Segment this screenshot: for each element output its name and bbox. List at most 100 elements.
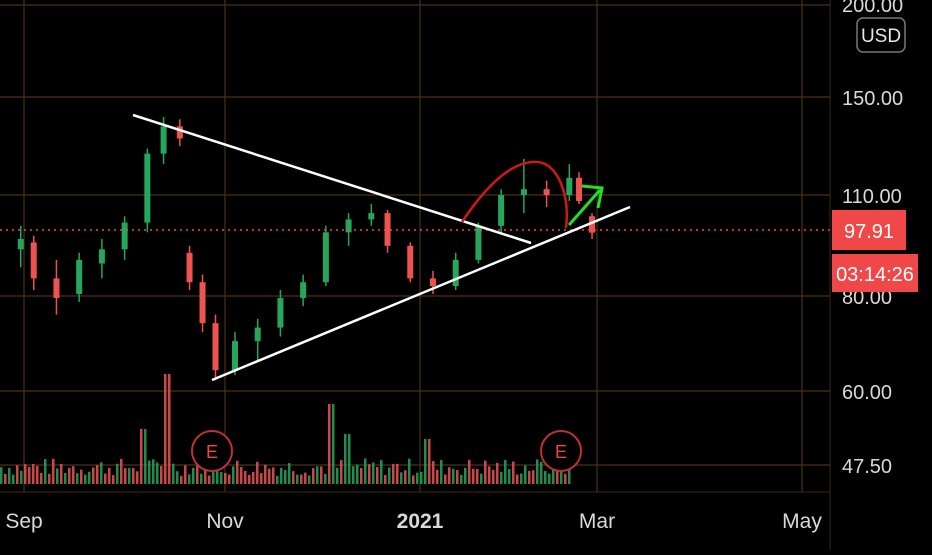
candle-body bbox=[30, 242, 37, 279]
price-tick: 200.00 bbox=[842, 0, 903, 17]
price-axis[interactable]: 200.00 150.00 110.00 80.00 60.00 47.50 bbox=[842, 0, 903, 478]
candles bbox=[17, 117, 596, 381]
volume-bar bbox=[540, 461, 543, 484]
volume-bar bbox=[384, 475, 387, 484]
volume-bar bbox=[292, 471, 295, 484]
volume-bar bbox=[456, 470, 459, 484]
volume-bar bbox=[444, 474, 447, 484]
volume-bar bbox=[440, 459, 443, 484]
volume-bar bbox=[416, 472, 419, 484]
candle-body bbox=[300, 282, 307, 298]
price-tick: 80.00 bbox=[842, 287, 892, 309]
time-axis[interactable]: Sep Nov 2021 Mar May bbox=[5, 510, 822, 533]
candle-body bbox=[475, 225, 482, 260]
volume-bar bbox=[272, 467, 275, 484]
candle-body bbox=[199, 282, 206, 324]
candle-body bbox=[543, 189, 550, 195]
volume-bar bbox=[240, 467, 243, 484]
earnings-marker-oct[interactable]: E bbox=[191, 430, 233, 472]
volume-bar bbox=[256, 461, 259, 484]
candle-body bbox=[254, 327, 261, 342]
currency-button[interactable]: USD bbox=[856, 17, 906, 53]
volume-bar bbox=[184, 465, 187, 484]
volume-bar bbox=[20, 470, 23, 484]
drawings bbox=[132, 113, 631, 382]
candle-body bbox=[17, 239, 24, 250]
volume-bar bbox=[8, 468, 11, 484]
volume-bar bbox=[484, 460, 487, 484]
volume-bar bbox=[276, 475, 279, 484]
volume-bar bbox=[76, 473, 79, 484]
volume-bar bbox=[56, 468, 59, 484]
grid bbox=[0, 0, 830, 492]
volume-bar bbox=[512, 461, 515, 484]
volume-bar bbox=[228, 474, 231, 484]
volume-bar bbox=[100, 462, 103, 484]
candle-body bbox=[576, 177, 583, 201]
volume-bar bbox=[24, 464, 27, 484]
volume-bar bbox=[48, 473, 51, 484]
volume-bar bbox=[172, 463, 175, 484]
volume-bar bbox=[556, 469, 559, 484]
volume-bar bbox=[392, 464, 395, 484]
earnings-circle bbox=[191, 430, 233, 472]
volume-bar bbox=[420, 471, 423, 484]
volume-bar bbox=[220, 471, 223, 484]
volume-bar bbox=[176, 471, 179, 484]
volume-bar bbox=[408, 458, 411, 484]
volume-bar bbox=[248, 474, 251, 484]
earnings-marker-feb[interactable]: E bbox=[540, 430, 582, 472]
volume-bar bbox=[344, 434, 347, 484]
rounded-top-arc bbox=[460, 160, 568, 229]
volume-bar bbox=[504, 460, 507, 484]
candle-body bbox=[345, 219, 352, 233]
volume-bar bbox=[72, 466, 75, 484]
volume-bar bbox=[368, 464, 371, 484]
volume-bar bbox=[352, 466, 355, 484]
volume-bar bbox=[532, 470, 535, 484]
volume-bar bbox=[208, 475, 211, 484]
earnings-circle bbox=[540, 430, 582, 472]
candle-body bbox=[384, 213, 391, 246]
countdown-value: 03:14:26 bbox=[836, 264, 914, 286]
candle-body bbox=[429, 278, 436, 287]
volume-bar bbox=[60, 463, 63, 484]
volume-bar bbox=[500, 471, 503, 484]
volume-bar bbox=[396, 463, 399, 484]
candle-body bbox=[98, 249, 105, 264]
volume-bar bbox=[108, 467, 111, 484]
volume-bar bbox=[520, 473, 523, 484]
volume-bar bbox=[468, 459, 471, 484]
volume-bar bbox=[548, 473, 551, 484]
volume-bar bbox=[372, 462, 375, 484]
volume-bar bbox=[452, 468, 455, 484]
volume-bar bbox=[120, 458, 123, 484]
candle-body bbox=[452, 259, 459, 287]
countdown-badge: 03:14:26 bbox=[832, 254, 918, 292]
volume-bar bbox=[160, 466, 163, 484]
volume-bar bbox=[44, 459, 47, 484]
time-tick: Mar bbox=[579, 510, 615, 533]
volume-bar bbox=[148, 460, 151, 484]
volume-bar bbox=[132, 467, 135, 484]
volume-bar bbox=[328, 404, 331, 484]
volume-bar bbox=[312, 468, 315, 484]
volume-bar bbox=[204, 459, 207, 484]
volume-bar bbox=[92, 467, 95, 484]
volume-bar bbox=[336, 467, 339, 484]
candle-body bbox=[144, 153, 151, 223]
volume-bar bbox=[268, 468, 271, 484]
volume-bar bbox=[364, 458, 367, 484]
price-tick: 47.50 bbox=[842, 456, 892, 478]
volume-bar bbox=[432, 461, 435, 484]
earnings-label: E bbox=[555, 442, 567, 462]
candle-body bbox=[407, 245, 414, 279]
volume-bar bbox=[308, 475, 311, 484]
volume-bar bbox=[400, 472, 403, 484]
time-tick: May bbox=[782, 510, 822, 533]
last-price-value: 97.91 bbox=[844, 221, 894, 243]
volume-bar bbox=[340, 460, 343, 484]
volume-bar bbox=[156, 462, 159, 484]
